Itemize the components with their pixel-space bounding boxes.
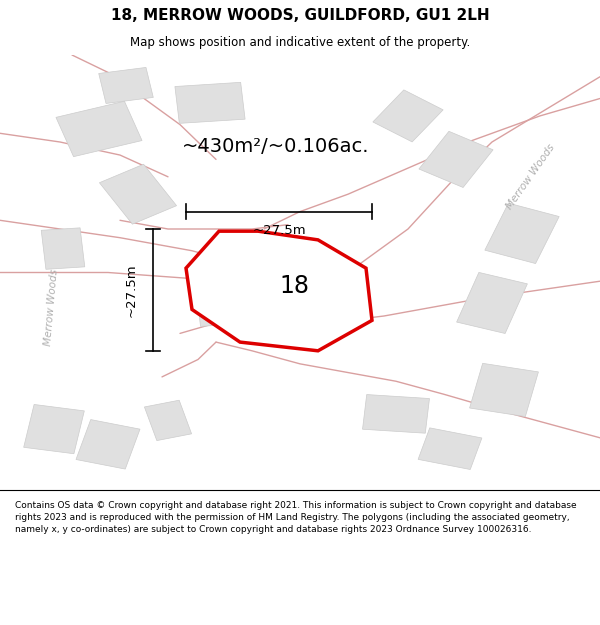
Bar — [362, 394, 430, 433]
Bar — [145, 400, 191, 441]
Bar — [418, 428, 482, 469]
Bar — [76, 419, 140, 469]
Bar — [100, 164, 176, 224]
Text: ~430m²/~0.106ac.: ~430m²/~0.106ac. — [182, 137, 370, 156]
Text: ~27.5m: ~27.5m — [252, 224, 306, 237]
Bar — [99, 68, 153, 104]
Text: 18, MERROW WOODS, GUILDFORD, GU1 2LH: 18, MERROW WOODS, GUILDFORD, GU1 2LH — [110, 8, 490, 23]
Text: Merrow Woods: Merrow Woods — [43, 269, 59, 346]
Text: Merrow Woods: Merrow Woods — [505, 142, 557, 211]
Bar — [470, 363, 538, 417]
Bar — [56, 101, 142, 157]
Bar — [193, 258, 257, 326]
Text: Map shows position and indicative extent of the property.: Map shows position and indicative extent… — [130, 36, 470, 49]
Bar — [373, 90, 443, 142]
Polygon shape — [186, 231, 372, 351]
Bar — [175, 82, 245, 123]
Text: ~27.5m: ~27.5m — [125, 263, 138, 317]
Bar — [41, 228, 85, 269]
Bar — [485, 203, 559, 264]
Text: Contains OS data © Crown copyright and database right 2021. This information is : Contains OS data © Crown copyright and d… — [15, 501, 577, 534]
Bar — [23, 404, 85, 454]
Bar — [457, 272, 527, 334]
Text: 18: 18 — [279, 274, 309, 298]
Bar — [419, 131, 493, 188]
